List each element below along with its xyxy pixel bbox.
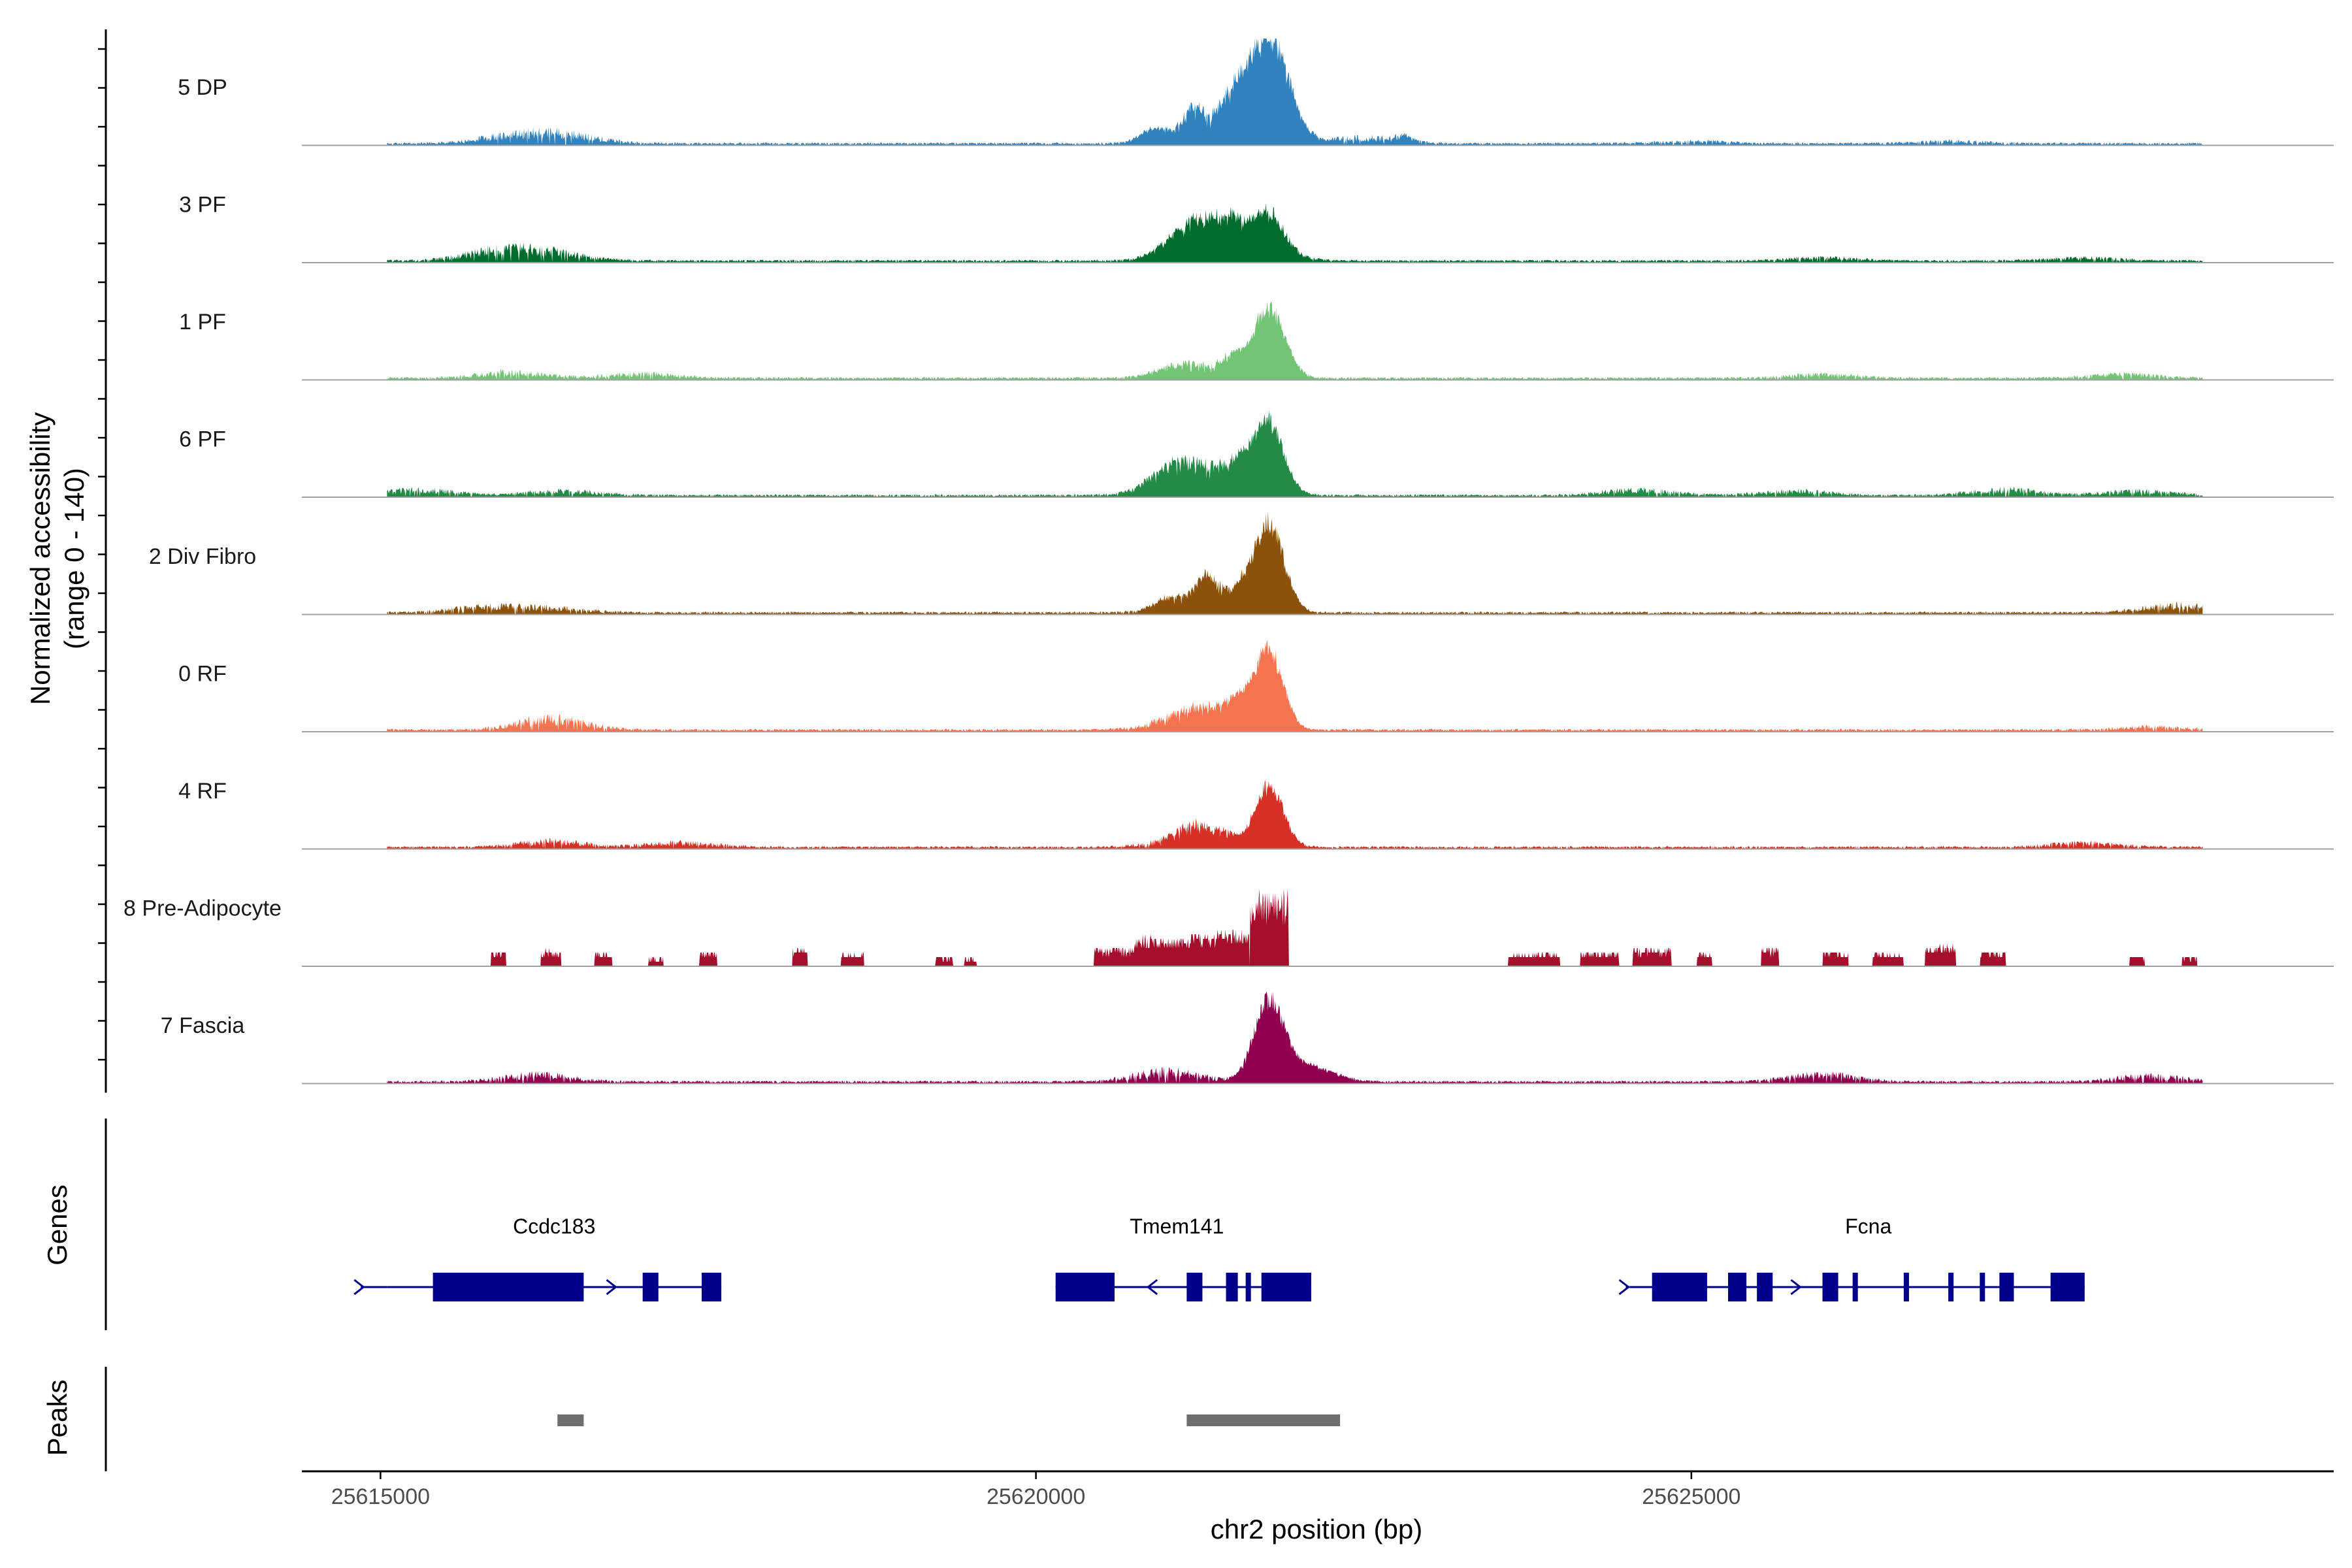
coverage-area	[387, 39, 2203, 146]
peaks-track-label: Peaks	[42, 1380, 73, 1456]
coverage-area	[387, 780, 2203, 849]
genes-track-label: Genes	[42, 1184, 73, 1266]
track-3-pf: 3 PF	[179, 193, 2334, 263]
exon	[1055, 1273, 1115, 1301]
peaks-track	[557, 1414, 1341, 1426]
strand-arrow	[1790, 1279, 1802, 1296]
y-axis-title: Normalized accessibility	[25, 412, 56, 705]
gene-name: Fcna	[1845, 1215, 1891, 1238]
track-label: 2 Div Fibro	[149, 544, 256, 569]
track-label: 4 RF	[178, 779, 227, 804]
exon	[701, 1273, 722, 1301]
exon	[1652, 1273, 1707, 1301]
track-6-pf: 6 PF	[179, 411, 2334, 498]
exon	[1757, 1273, 1773, 1301]
x-tick-label: 25620000	[987, 1484, 1085, 1509]
track-4-rf: 4 RF	[178, 779, 2334, 850]
coverage-area	[387, 640, 2203, 732]
exon	[642, 1273, 659, 1301]
track-2-div-fibro: 2 Div Fibro	[149, 511, 2334, 615]
gene-tmem141: Tmem141	[1055, 1215, 1311, 1301]
track-label: 3 PF	[179, 193, 226, 218]
coverage-area	[387, 411, 2203, 497]
x-axis: 25615000 25620000 25625000	[302, 1470, 2334, 1509]
coverage-area	[387, 511, 2203, 615]
exon	[1852, 1273, 1858, 1301]
peak-region	[1186, 1414, 1341, 1426]
x-axis-title: chr2 position (bp)	[1211, 1514, 1423, 1544]
exon	[1226, 1273, 1238, 1301]
gene-name: Ccdc183	[513, 1215, 595, 1238]
gene-ccdc183: Ccdc183	[353, 1215, 722, 1301]
x-tick-label: 25625000	[1642, 1484, 1740, 1509]
track-8-pre-adipocyte: 8 Pre-Adipocyte	[123, 888, 2334, 967]
left-axis	[98, 29, 107, 1471]
gene-name: Tmem141	[1130, 1215, 1224, 1238]
track-label: 6 PF	[179, 427, 226, 452]
exon	[1261, 1273, 1311, 1301]
exon	[1903, 1273, 1909, 1301]
coverage-area	[387, 991, 2203, 1084]
exon	[1186, 1273, 1203, 1301]
coverage-tracks: 5 DP 3 PF 1 PF 6 PF 2 Div Fibro 0 RF 4 RF 8 Pre…	[123, 39, 2334, 1085]
track-label: 0 RF	[178, 662, 227, 687]
peak-region	[557, 1414, 584, 1426]
exon	[1728, 1273, 1747, 1301]
track-label: 5 DP	[178, 75, 227, 100]
track-label: 8 Pre-Adipocyte	[123, 896, 282, 921]
exon	[2050, 1273, 2085, 1301]
strand-arrow	[1146, 1279, 1158, 1296]
track-label: 1 PF	[179, 310, 226, 335]
track-label: 7 Fascia	[161, 1013, 245, 1038]
y-axis-subtitle: (range 0 - 140)	[59, 468, 90, 649]
coverage-area	[387, 301, 2203, 380]
x-tick-label: 25615000	[331, 1484, 430, 1509]
gene-fcna: Fcna	[1618, 1215, 2085, 1301]
track-7-fascia: 7 Fascia	[161, 991, 2334, 1085]
genes-track: Ccdc183 Tmem141 Fcna	[353, 1215, 2085, 1301]
track-0-rf: 0 RF	[178, 640, 2334, 732]
track-5-dp: 5 DP	[178, 39, 2334, 146]
exon	[433, 1273, 584, 1301]
coverage-area	[302, 888, 2334, 966]
exon	[1948, 1273, 1954, 1301]
track-1-pf: 1 PF	[179, 301, 2334, 381]
exon	[1980, 1273, 1985, 1301]
strand-arrow	[606, 1279, 617, 1296]
exon	[1822, 1273, 1838, 1301]
exon	[1999, 1273, 2014, 1301]
exon	[1245, 1273, 1251, 1301]
coverage-area	[387, 203, 2203, 263]
